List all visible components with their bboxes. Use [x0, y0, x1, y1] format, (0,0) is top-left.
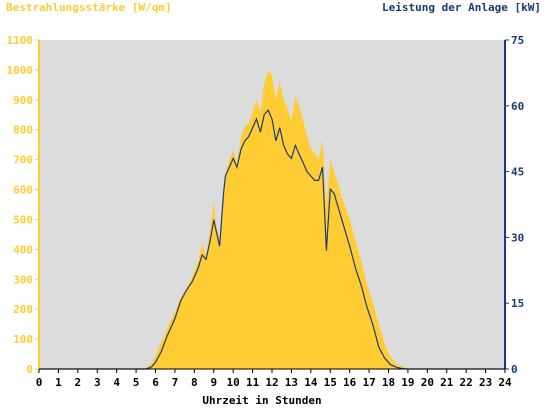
left-tick-label: 200 — [13, 303, 33, 316]
x-tick-label: 14 — [304, 376, 318, 389]
x-tick-label: 16 — [343, 376, 357, 389]
irradiance-area-layer — [39, 69, 505, 370]
x-tick-label: 11 — [246, 376, 260, 389]
right-tick-label: 75 — [511, 34, 524, 47]
x-tick-label: 13 — [285, 376, 298, 389]
x-tick-label: 0 — [36, 376, 43, 389]
x-tick-label: 3 — [94, 376, 101, 389]
x-tick-label: 24 — [498, 376, 512, 389]
x-axis-title: Uhrzeit in Stunden — [202, 394, 321, 407]
left-tick-label: 1000 — [7, 64, 34, 77]
x-tick-label: 19 — [401, 376, 414, 389]
right-tick-label: 45 — [511, 166, 524, 179]
x-tick-label: 1 — [55, 376, 62, 389]
left-tick-label: 400 — [13, 243, 33, 256]
left-tick-label: 600 — [13, 184, 33, 197]
tick-labels: 0100200300400500600700800900100011000153… — [7, 34, 525, 389]
x-tick-label: 20 — [421, 376, 434, 389]
left-tick-label: 1100 — [7, 34, 34, 47]
right-tick-label: 30 — [511, 231, 524, 244]
irradiance-area — [39, 69, 505, 370]
x-tick-label: 2 — [75, 376, 82, 389]
x-tick-label: 21 — [440, 376, 454, 389]
left-tick-label: 500 — [13, 213, 33, 226]
left-tick-label: 300 — [13, 273, 33, 286]
x-tick-label: 15 — [324, 376, 337, 389]
right-tick-label: 15 — [511, 297, 524, 310]
x-tick-label: 10 — [227, 376, 240, 389]
x-tick-label: 8 — [191, 376, 198, 389]
left-tick-label: 900 — [13, 94, 33, 107]
x-tick-label: 5 — [133, 376, 140, 389]
power-line — [39, 109, 505, 370]
x-tick-label: 17 — [362, 376, 375, 389]
x-tick-label: 18 — [382, 376, 395, 389]
right-axis-title: Leistung der Anlage [kW] — [382, 1, 541, 14]
x-tick-label: 12 — [265, 376, 278, 389]
right-tick-label: 0 — [511, 363, 518, 376]
x-tick-label: 9 — [210, 376, 217, 389]
left-axis-title: Bestrahlungsstärke [W/qm] — [6, 1, 172, 14]
left-tick-label: 100 — [13, 333, 33, 346]
x-tick-label: 22 — [460, 376, 473, 389]
x-tick-label: 7 — [172, 376, 179, 389]
left-tick-label: 0 — [26, 363, 33, 376]
power-line-layer — [39, 109, 505, 370]
left-tick-label: 700 — [13, 154, 33, 167]
x-tick-label: 6 — [152, 376, 159, 389]
right-tick-label: 60 — [511, 100, 524, 113]
axes — [35, 39, 509, 373]
x-tick-label: 4 — [113, 376, 120, 389]
x-tick-label: 23 — [479, 376, 492, 389]
left-tick-label: 800 — [13, 124, 33, 137]
